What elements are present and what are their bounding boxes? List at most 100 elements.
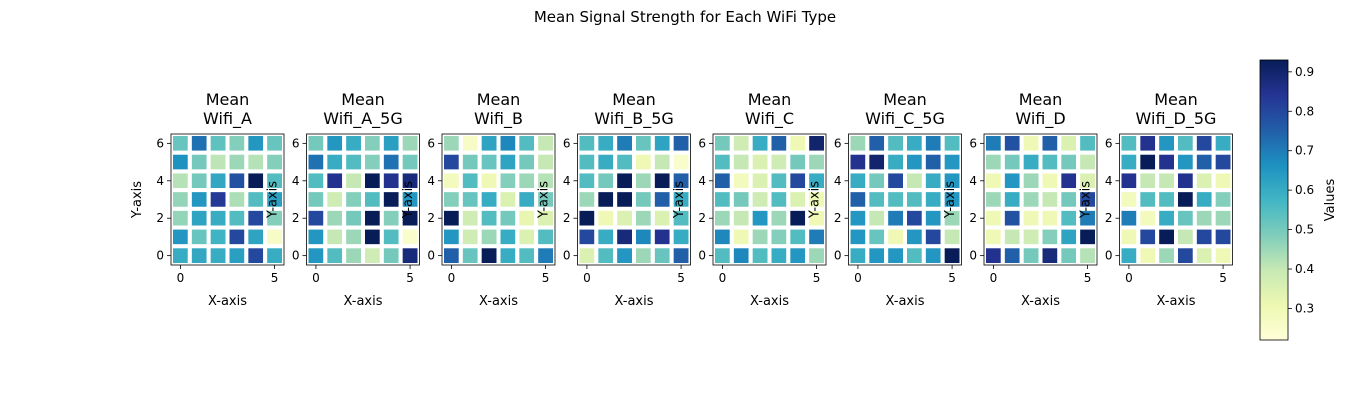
heatmap-cell [1117, 188, 1141, 211]
heatmap-cell [940, 244, 964, 268]
heatmap-cell [729, 150, 753, 174]
heatmap-cell [342, 244, 365, 268]
heatmap-cell [440, 169, 463, 193]
axes-frame [983, 133, 1098, 266]
colorbar-tick-label: 0.4 [1295, 262, 1314, 276]
heatmap-cell [225, 150, 249, 174]
heatmap-cell [440, 225, 463, 249]
heatmap-cell [921, 206, 945, 230]
heatmap-cell [534, 150, 558, 174]
heatmap-cell [846, 244, 870, 268]
x-tick-label: 5 [542, 271, 550, 285]
heatmap-cell [225, 169, 249, 193]
heatmap-cell [805, 225, 829, 249]
heatmap-cell [206, 150, 230, 174]
heatmap-cell [748, 244, 772, 268]
y-tick-label: 6 [427, 136, 435, 150]
figure-title: Mean Signal Strength for Each WiFi Type [534, 8, 836, 26]
heatmap-cell [379, 225, 403, 249]
heatmap-cell [884, 169, 908, 193]
heatmap-cell [846, 225, 870, 249]
y-tick-label: 0 [563, 249, 571, 263]
heatmap-cell [805, 244, 829, 268]
heatmap-cell [1019, 206, 1043, 230]
heatmap-cell [1076, 150, 1099, 174]
heatmap-cell [1192, 188, 1216, 211]
heatmap-cell [1000, 132, 1024, 155]
heatmap-cell [865, 206, 889, 230]
heatmap-cell [921, 169, 945, 193]
heatmap-cell [263, 132, 286, 155]
panel-title: Mean Wifi_D [1015, 90, 1065, 129]
panel-title: Mean Wifi_A_5G [323, 90, 403, 129]
heatmap-cell [982, 132, 1005, 155]
y-tick-label: 4 [292, 174, 300, 188]
x-axis-label: X-axis [344, 294, 383, 309]
y-tick-label: 0 [292, 249, 300, 263]
heatmap-cell [711, 150, 734, 174]
x-tick-label: 0 [448, 271, 456, 285]
heatmap-cell [1038, 244, 1062, 268]
heatmap-cell [786, 206, 810, 230]
heatmap-cell [515, 150, 539, 174]
heatmap-cell [594, 244, 618, 268]
heatmap-cell [458, 150, 482, 174]
heatmap-cell [865, 244, 889, 268]
heatmap-cell [1174, 206, 1197, 230]
heatmap-cell [263, 150, 286, 174]
heatmap-cell [1155, 150, 1178, 174]
heatmap-cell [613, 206, 637, 230]
heatmap-cell [729, 132, 753, 155]
heatmap-cell [244, 206, 268, 230]
y-tick-label: 6 [834, 136, 842, 150]
heatmap-cell [865, 150, 889, 174]
heatmap-cell [477, 150, 501, 174]
heatmap-cell [1019, 132, 1043, 155]
x-tick-label: 0 [177, 271, 185, 285]
heatmap-cell [361, 188, 384, 211]
heatmap-cell [1019, 188, 1043, 211]
heatmap-cell [767, 150, 791, 174]
heatmap-cell [304, 188, 328, 211]
x-axis-label: X-axis [886, 294, 925, 309]
heatmap-cell [477, 244, 501, 268]
heatmap-cell [1211, 225, 1235, 249]
heatmap-cell [575, 132, 599, 155]
heatmap-cell [729, 206, 753, 230]
heatmap-cell [575, 188, 599, 211]
heatmap-cell [1192, 169, 1216, 193]
heatmap-cell [342, 150, 365, 174]
panel-title: Mean Wifi_B_5G [594, 90, 674, 129]
heatmap-cell [767, 225, 791, 249]
heatmap-cell [1211, 188, 1235, 211]
heatmap-cell [884, 150, 908, 174]
heatmap-cell [982, 150, 1005, 174]
heatmap-cell [1057, 206, 1081, 230]
heatmap-cell [361, 225, 384, 249]
heatmap-cell [187, 206, 211, 230]
heatmap-cell [496, 225, 520, 249]
colorbar-label: Values [1323, 179, 1338, 222]
heatmap-cell [361, 169, 384, 193]
heatmap-cell [711, 132, 734, 155]
heatmap-cell [1155, 169, 1178, 193]
x-tick-label: 0 [312, 271, 320, 285]
heatmap-cell [865, 188, 889, 211]
heatmap-cell [496, 169, 520, 193]
heatmap-cell [650, 132, 674, 155]
y-tick-label: 2 [698, 211, 706, 225]
heatmap-cell [921, 188, 945, 211]
colorbar-gradient [1259, 59, 1289, 341]
heatmap-cell [1019, 169, 1043, 193]
heatmap-cell [594, 225, 618, 249]
heatmap-cell [187, 132, 211, 155]
x-tick-label: 0 [990, 271, 998, 285]
heatmap-cell [1155, 188, 1178, 211]
heatmap-cell [515, 225, 539, 249]
heatmap-cell [1192, 225, 1216, 249]
y-tick-label: 4 [427, 174, 435, 188]
heatmap-cell [1155, 244, 1178, 268]
x-tick-label: 0 [583, 271, 591, 285]
heatmap-cell [1155, 132, 1178, 155]
heatmap-cell [1117, 132, 1141, 155]
